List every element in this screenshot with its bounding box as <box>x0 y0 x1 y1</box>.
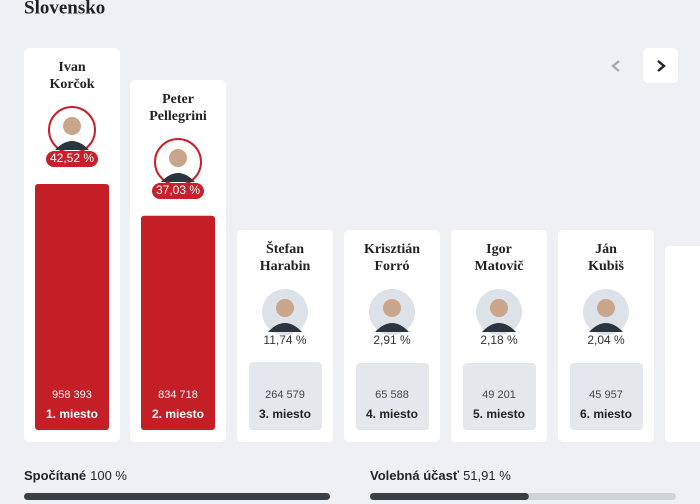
photo-body <box>375 323 409 332</box>
photo-body <box>589 323 623 332</box>
photo-face <box>63 117 81 135</box>
vote-count: 65 588 <box>375 389 409 401</box>
place-label: 5. miesto <box>473 407 525 421</box>
photo-body <box>161 173 195 182</box>
place-label: 1. miesto <box>46 407 98 421</box>
photo-face <box>597 299 615 317</box>
vote-bar <box>463 363 536 430</box>
candidate-name: Kubiš <box>588 259 624 274</box>
candidate-name: Peter <box>162 92 194 107</box>
photo-body <box>268 323 302 332</box>
percent-label: 2,18 % <box>480 333 518 347</box>
next-button[interactable] <box>643 48 678 83</box>
turnout-label: Volebná účasť 51,91 % <box>370 468 511 483</box>
vote-bar <box>249 362 322 430</box>
candidate-name: Krisztián <box>364 242 420 257</box>
label-text: Spočítané <box>24 468 86 483</box>
candidate-name: Igor <box>486 242 512 257</box>
percent-label: 42,52 % <box>50 151 94 165</box>
candidate-name: Ivan <box>58 60 85 75</box>
place-label: 4. miesto <box>366 407 418 421</box>
percent-label: 2,91 % <box>373 333 411 347</box>
photo-body <box>482 323 516 332</box>
value-text: 100 % <box>90 468 127 483</box>
percent-label: 11,74 % <box>263 333 306 347</box>
photo-face <box>383 299 401 317</box>
region-title: Slovensko <box>24 0 105 18</box>
value-text: 51,91 % <box>463 468 511 483</box>
vote-count: 264 579 <box>265 389 305 401</box>
label-text: Volebná účasť <box>370 468 460 483</box>
vote-count: 45 957 <box>589 389 623 401</box>
vote-bar <box>356 363 429 430</box>
progress-fill <box>24 493 330 500</box>
progress-fill <box>370 493 529 500</box>
place-label: 3. miesto <box>259 407 311 421</box>
vote-count: 834 718 <box>158 389 198 401</box>
vote-bar <box>141 215 215 430</box>
candidate-name: Štefan <box>266 240 304 257</box>
percent-pill <box>46 151 98 167</box>
candidate-name: Korčok <box>49 77 94 92</box>
place-label: 6. miesto <box>580 407 632 421</box>
candidate-name: Forró <box>375 259 410 274</box>
percent-label: 2,04 % <box>587 333 625 347</box>
percent-label: 37,03 % <box>156 183 200 197</box>
candidate-name: Matovič <box>475 259 524 274</box>
vote-bar <box>570 363 643 430</box>
percent-pill <box>152 183 204 199</box>
candidate-name: Pellegrini <box>149 109 207 124</box>
counted-label: Spočítané 100 % <box>24 468 127 483</box>
next-card-partial <box>665 246 700 442</box>
vote-bar <box>35 184 109 430</box>
place-label: 2. miesto <box>152 407 204 421</box>
photo-face <box>276 299 294 317</box>
photo-face <box>490 299 508 317</box>
candidate-name: Harabin <box>260 259 311 274</box>
vote-count: 958 393 <box>52 389 92 401</box>
photo-body <box>55 141 89 150</box>
vote-count: 49 201 <box>482 389 516 401</box>
photo-face <box>169 149 187 167</box>
candidate-name: Ján <box>595 242 617 257</box>
prev-button[interactable] <box>611 60 620 72</box>
